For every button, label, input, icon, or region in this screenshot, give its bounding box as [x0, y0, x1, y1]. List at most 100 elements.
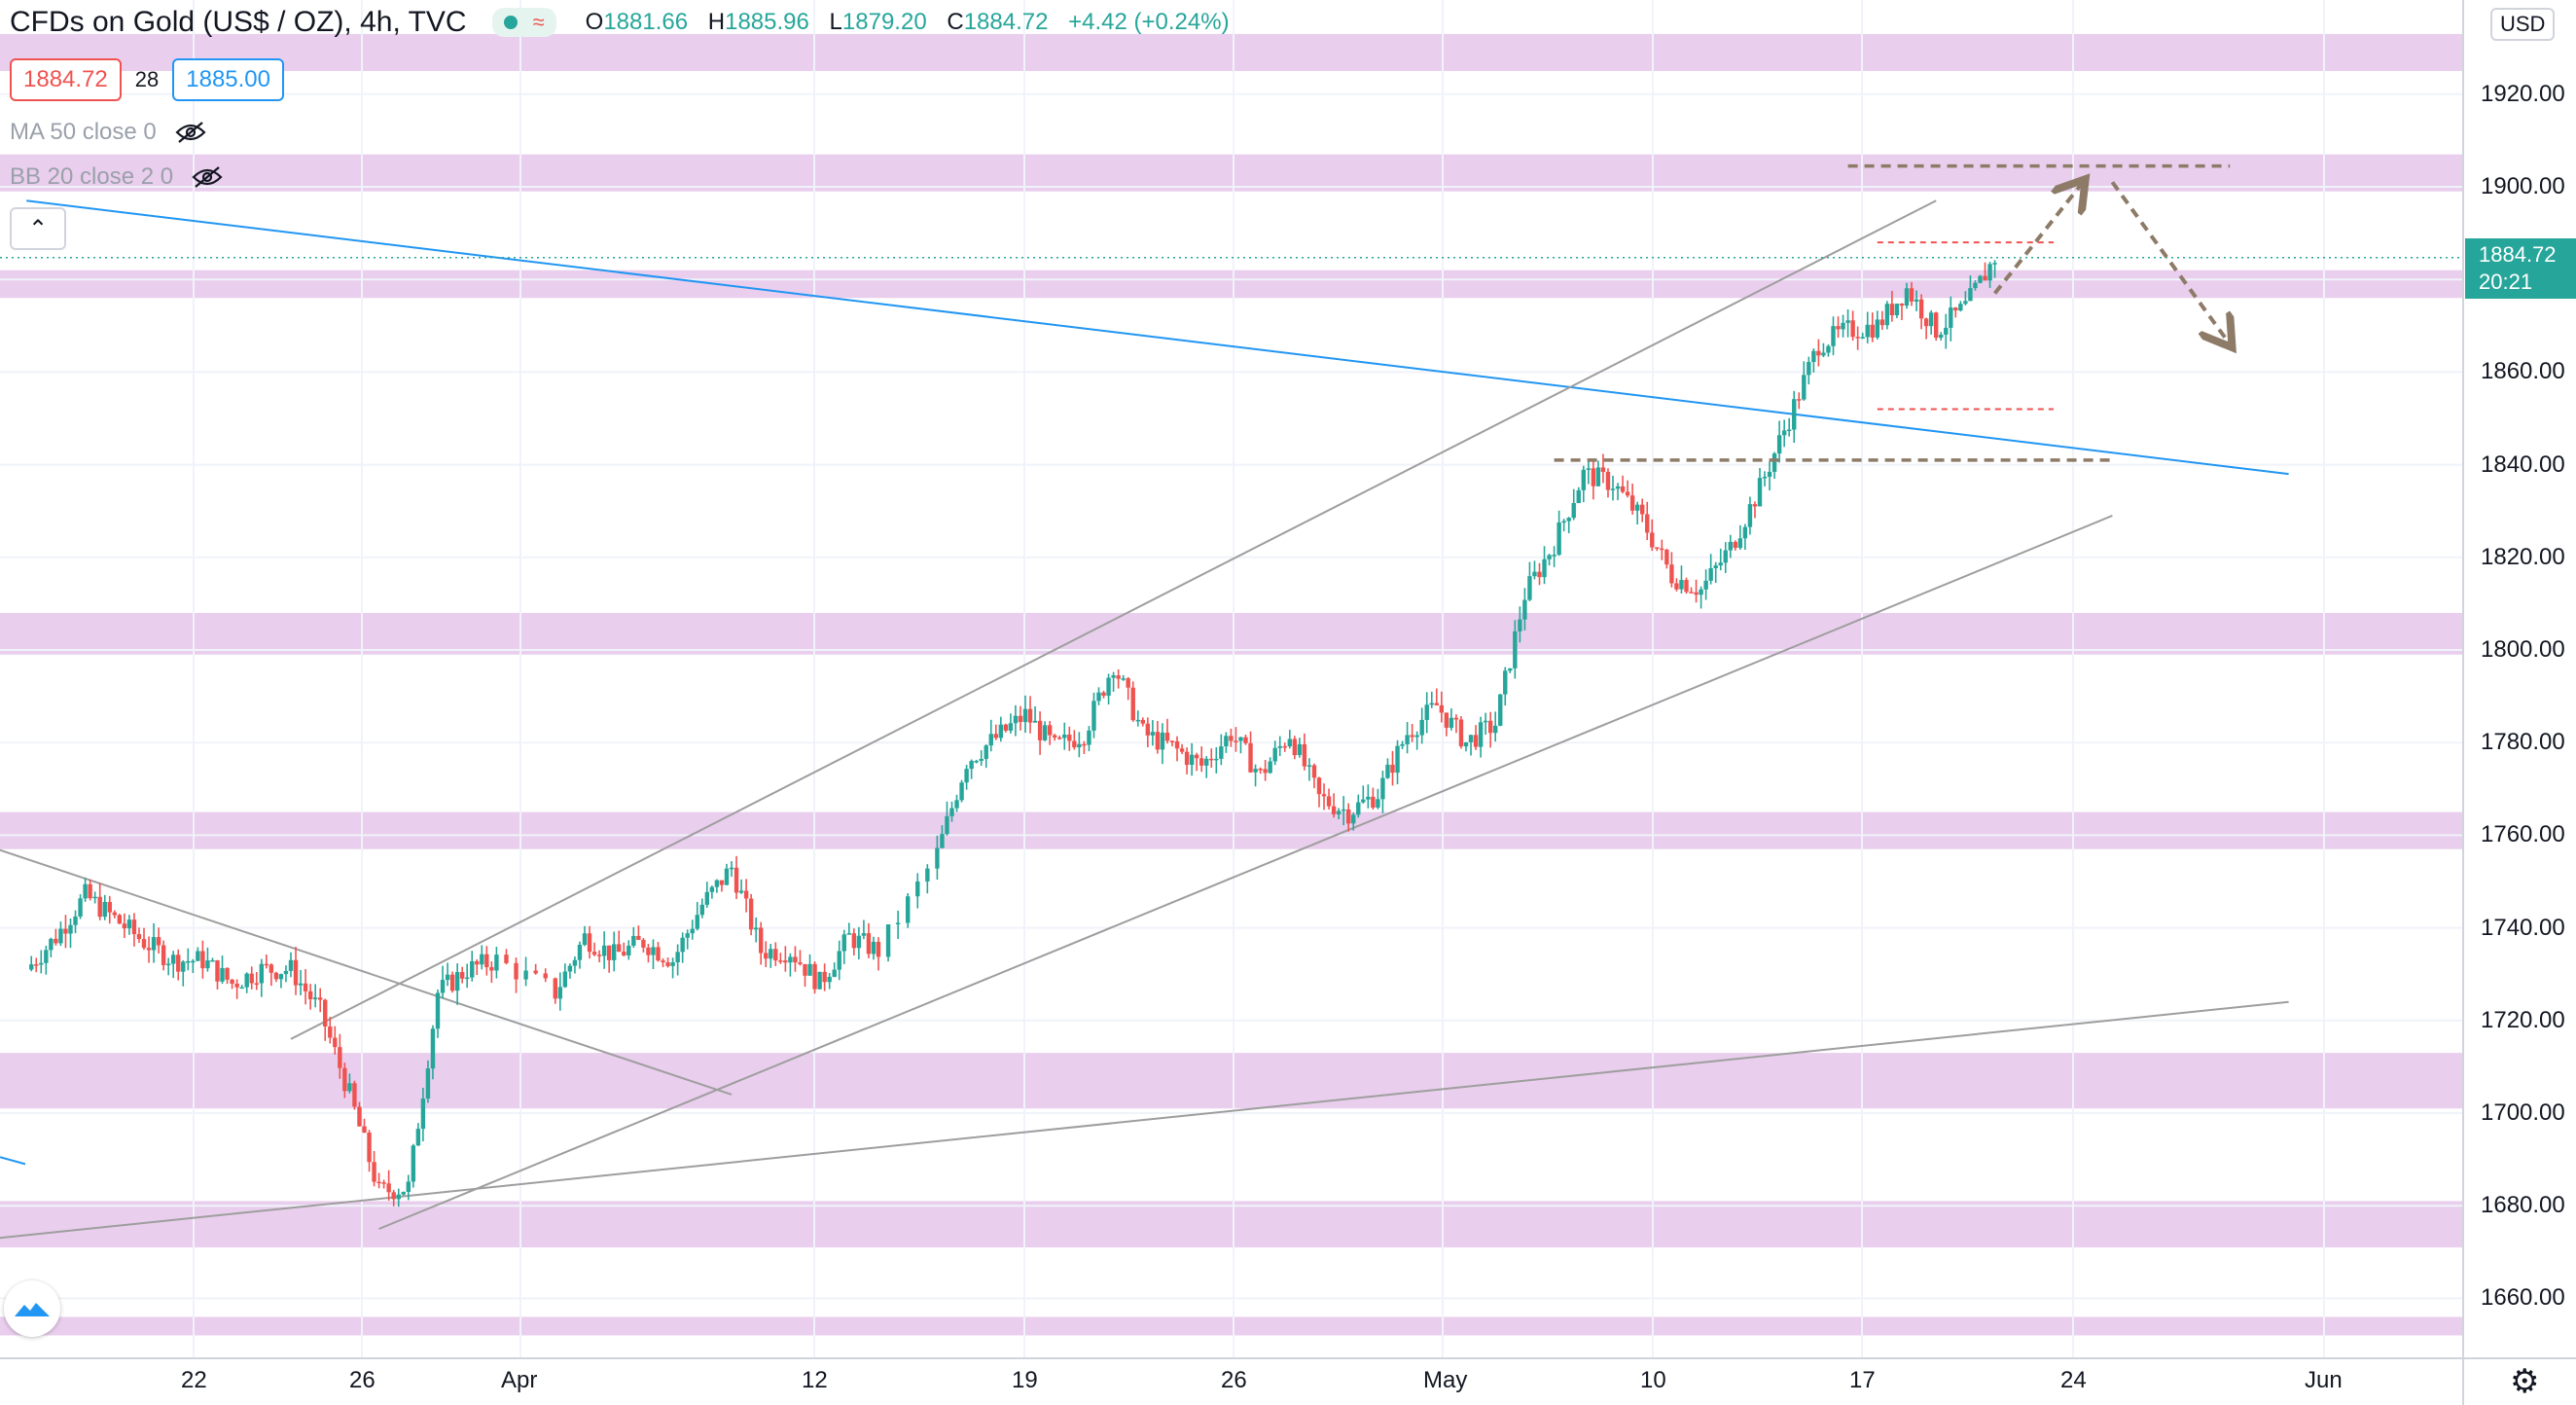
price-tick-label: 1660.00: [2481, 1284, 2565, 1312]
candle-down: [273, 972, 279, 980]
currency-button[interactable]: USD: [2490, 8, 2556, 41]
candle-up: [1336, 811, 1342, 814]
candle-up: [1610, 488, 1616, 490]
symbol-title[interactable]: CFDs on Gold (US$ / OZ), 4h, TVC: [10, 6, 467, 38]
collapse-legend-button[interactable]: ⌃: [10, 207, 66, 250]
trendline-long-term-support: [0, 1000, 2289, 1240]
candle-up: [1703, 580, 1708, 590]
candle-up: [567, 965, 573, 972]
candle-up: [1522, 599, 1527, 620]
candle-up: [1894, 304, 1900, 316]
candle-up: [846, 933, 851, 935]
candle-up: [817, 971, 822, 990]
candle-up: [601, 945, 607, 956]
candle-up: [68, 924, 73, 934]
candle-down: [376, 1181, 381, 1184]
candle-up: [259, 963, 264, 984]
gear-icon[interactable]: ⚙: [2510, 1363, 2540, 1400]
candle-up: [837, 951, 841, 970]
candle-up: [298, 983, 304, 986]
candle-up: [1944, 327, 1949, 335]
candle-down: [733, 867, 739, 893]
candle-up: [1463, 741, 1469, 747]
candle-up: [885, 924, 891, 957]
resistance-zone: [0, 1053, 2463, 1109]
candle-down: [1145, 723, 1151, 736]
indicator-bb[interactable]: BB 20 close 2 0: [10, 163, 224, 191]
candle-down: [1410, 735, 1414, 738]
market-status-badge[interactable]: ≈: [491, 8, 556, 37]
quote-row: 1884.72 28 1885.00: [10, 58, 285, 101]
resistance-zone: [0, 1316, 2463, 1336]
candle-down: [484, 954, 489, 968]
close-value: 1884.72: [963, 9, 1049, 35]
time-tick-label: 12: [802, 1367, 828, 1393]
candle-up: [1875, 319, 1879, 338]
candle-down: [1694, 592, 1699, 595]
time-tick-label: 26: [1221, 1367, 1247, 1393]
candle-up: [420, 1099, 426, 1130]
candle-up: [949, 808, 954, 816]
candle-down: [1934, 312, 1939, 339]
candle-up: [1781, 430, 1787, 436]
candle-down: [146, 948, 152, 951]
candle-up: [244, 973, 249, 988]
candle-down: [1130, 687, 1135, 721]
candle-up: [1561, 521, 1566, 523]
candle-down: [812, 963, 817, 990]
candle-down: [1983, 275, 1987, 281]
price-tick-label: 1820.00: [2481, 543, 2565, 570]
candle-up: [1238, 737, 1243, 741]
eye-hidden-icon[interactable]: [174, 121, 207, 144]
candle-down: [1684, 580, 1689, 593]
candle-down: [1292, 739, 1298, 756]
tradingview-logo-icon[interactable]: [4, 1280, 60, 1337]
price-tick-label: 1800.00: [2481, 636, 2565, 663]
candle-down: [333, 1037, 338, 1048]
candle-down: [357, 1106, 362, 1127]
price-tick-label: 1720.00: [2481, 1006, 2565, 1033]
candle-up: [1508, 667, 1513, 671]
candle-down: [1453, 717, 1459, 720]
sell-price-button[interactable]: 1884.72: [10, 58, 122, 101]
projection-arrows: [1993, 182, 2231, 344]
candle-up: [1811, 350, 1816, 363]
price-tick-label: 1900.00: [2481, 173, 2565, 199]
candle-up: [1424, 704, 1429, 720]
candle-up: [724, 868, 730, 885]
candle-up: [1091, 701, 1096, 731]
candle-up: [1356, 802, 1361, 815]
candle-down: [1733, 541, 1738, 549]
candle-up: [1297, 743, 1303, 756]
candle-up: [1272, 747, 1277, 762]
candle-up: [626, 945, 631, 955]
price-tick-label: 1840.00: [2481, 450, 2565, 478]
candle-up: [165, 963, 171, 966]
trendline-falling-line: [0, 848, 733, 1096]
eye-hidden-icon[interactable]: [191, 165, 224, 189]
candle-up: [1449, 717, 1454, 728]
indicator-ma[interactable]: MA 50 close 0: [10, 119, 207, 146]
candle-down: [1923, 318, 1929, 327]
candle-up: [1341, 809, 1346, 811]
candle-up: [1987, 264, 1992, 281]
buy-price-button[interactable]: 1885.00: [172, 58, 285, 101]
price-tick-label: 1740.00: [2481, 914, 2565, 941]
candle-up: [210, 959, 215, 962]
candle-up: [582, 933, 588, 945]
candle-down: [1899, 304, 1905, 306]
candle-down: [1855, 337, 1860, 339]
candle-down: [822, 971, 827, 983]
candle-up: [1556, 522, 1561, 556]
candle-up: [58, 928, 63, 944]
candle-down: [1140, 719, 1145, 724]
candle-down: [1184, 751, 1190, 766]
candle-up: [1615, 486, 1621, 489]
candle-up: [841, 934, 846, 952]
candle-up: [1306, 765, 1312, 767]
candle-down: [1674, 583, 1679, 590]
candle-up: [690, 928, 695, 934]
candle-down: [131, 919, 137, 935]
candle-up: [1737, 538, 1743, 549]
